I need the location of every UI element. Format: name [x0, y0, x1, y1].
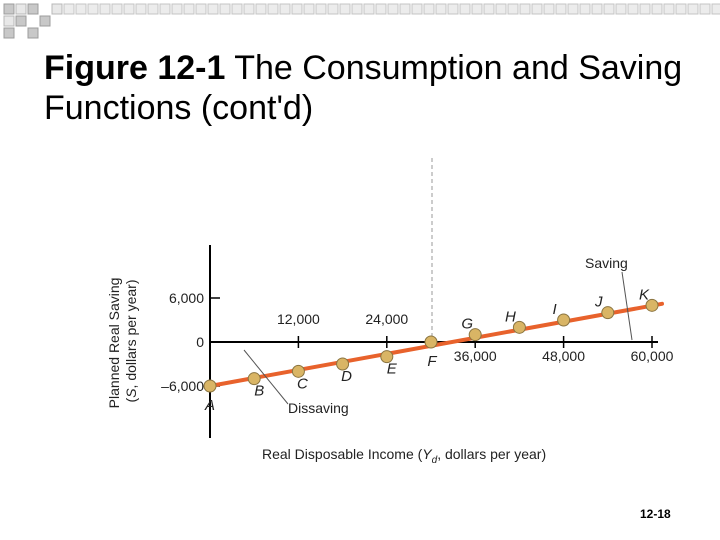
x-axis-label-post: , dollars per year) — [437, 446, 546, 462]
x-axis-label: Real Disposable Income (Yd, dollars per … — [262, 446, 546, 466]
data-point-label: J — [594, 294, 603, 311]
x-tick-label: 48,000 — [542, 348, 585, 364]
x-axis-label-subscript: d — [432, 455, 438, 466]
data-point-a — [203, 379, 217, 393]
x-tick-label: 24,000 — [365, 311, 408, 327]
y-axis-label-line2-rest: , dollars per year) — [123, 280, 139, 389]
data-point-label: D — [341, 368, 352, 385]
y-tick-label: –6,000 — [161, 378, 204, 394]
y-axis-label-line2-open: ( — [123, 397, 139, 402]
data-point-g — [468, 328, 482, 342]
figure-title: The Consumption and Saving Functions (co… — [44, 49, 683, 127]
dissaving-annotation-pointer — [243, 349, 289, 405]
saving-annotation-pointer — [621, 271, 633, 341]
data-point-label: G — [461, 316, 473, 333]
y-axis-label: Planned Real Saving (S, dollars per year… — [106, 274, 139, 409]
data-point-h — [512, 320, 526, 334]
corner-pattern — [3, 3, 720, 39]
data-point-label: E — [387, 361, 398, 378]
data-point-label: B — [254, 383, 264, 400]
y-tick-label: 6,000 — [169, 290, 204, 306]
slide-number: 12-18 — [640, 507, 671, 521]
y-axis-label-line1: Planned Real Saving — [106, 278, 122, 409]
data-point-f — [424, 335, 438, 349]
figure-number: Figure 12-1 — [44, 49, 226, 87]
data-point-label: I — [553, 301, 557, 318]
x-tick-label: 60,000 — [631, 348, 674, 364]
y-axis-label-variable: S — [123, 388, 139, 398]
data-point-e — [380, 350, 394, 364]
data-point-label: H — [505, 308, 516, 325]
saving-annotation: Saving — [585, 255, 628, 271]
y-tick-label: 0 — [196, 334, 204, 350]
data-point-i — [557, 313, 571, 327]
data-point-c — [291, 364, 305, 378]
y-axis-ticks: 6,000 0 –6,000 — [161, 290, 220, 394]
data-points: A B C D E F G H I J K — [203, 286, 659, 414]
x-axis-label-pre: Real Disposable Income ( — [262, 446, 423, 462]
data-point-j — [601, 306, 615, 320]
page-title: Figure 12-1 The Consumption and Saving F… — [44, 48, 720, 128]
data-point-label: C — [297, 375, 308, 392]
dissaving-annotation: Dissaving — [288, 400, 349, 416]
data-point-k — [645, 298, 659, 312]
x-tick-label: 36,000 — [454, 348, 497, 364]
x-tick-label: 12,000 — [277, 311, 320, 327]
x-axis-ticks: 12,000 24,000 36,000 48,000 60,000 — [277, 311, 674, 364]
data-point-b — [247, 372, 261, 386]
x-axis-label-variable: Y — [422, 446, 433, 462]
data-point-d — [336, 357, 350, 371]
data-point-label: K — [639, 286, 650, 303]
data-point-label: A — [204, 397, 215, 414]
data-point-label: F — [427, 353, 437, 370]
